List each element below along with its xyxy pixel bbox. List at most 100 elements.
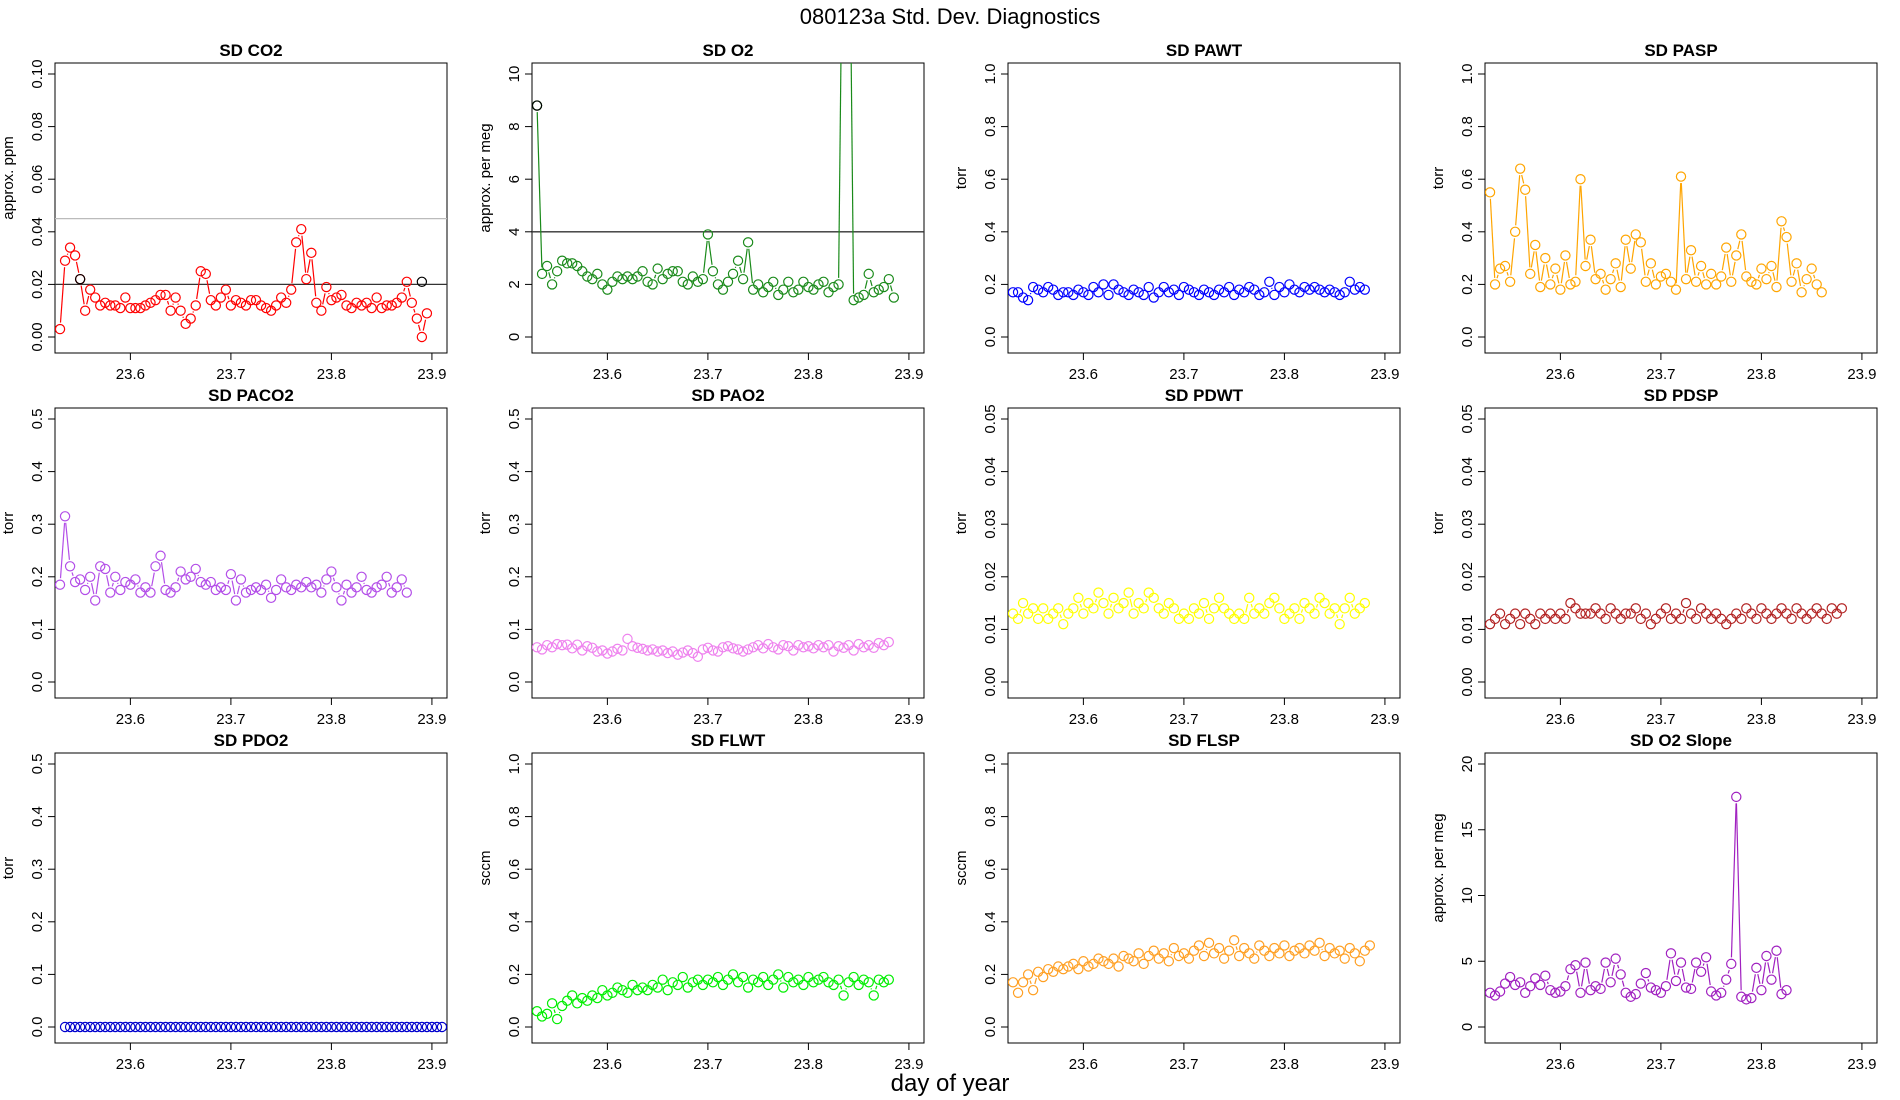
data-point bbox=[592, 268, 603, 280]
data-point bbox=[1610, 953, 1621, 964]
y-label-sd-pdsp: torr bbox=[1430, 512, 1447, 535]
data-point bbox=[687, 271, 699, 282]
y-tick-label-sd-pasp: 0.0 bbox=[1459, 327, 1476, 348]
data-point bbox=[84, 284, 96, 295]
data-point bbox=[672, 979, 683, 991]
data-point bbox=[115, 1021, 126, 1033]
series-segment bbox=[1565, 261, 1570, 279]
data-point bbox=[316, 587, 327, 598]
series-segment bbox=[1706, 963, 1711, 986]
data-point bbox=[366, 1021, 377, 1033]
data-point bbox=[1163, 956, 1175, 967]
x-tick-label-sd-pdwt: 23.6 bbox=[1069, 711, 1098, 728]
data-point bbox=[1274, 948, 1285, 959]
data-point bbox=[1153, 953, 1164, 964]
x-tick-label-sd-o2: 23.8 bbox=[794, 366, 823, 383]
plot-title-sd-o2: SD O2 bbox=[702, 41, 753, 60]
data-point bbox=[1811, 603, 1822, 614]
series-segment bbox=[166, 300, 170, 305]
series-sd-pao2 bbox=[532, 633, 895, 662]
data-point bbox=[1726, 276, 1737, 287]
data-point bbox=[1032, 284, 1044, 295]
data-point bbox=[1098, 956, 1109, 967]
data-point bbox=[265, 592, 277, 604]
data-point bbox=[1344, 276, 1355, 287]
data-point bbox=[235, 297, 247, 309]
data-point bbox=[1244, 281, 1255, 293]
data-point bbox=[130, 574, 141, 585]
series-segment bbox=[1535, 251, 1541, 281]
plot-title-sd-pdwt: SD PDWT bbox=[1165, 386, 1244, 405]
data-point bbox=[1314, 592, 1325, 604]
data-point bbox=[1103, 608, 1114, 619]
data-point bbox=[1022, 969, 1034, 980]
series-segment bbox=[111, 582, 114, 587]
data-point bbox=[220, 584, 232, 596]
data-point bbox=[401, 1021, 412, 1033]
series-segment bbox=[1546, 981, 1549, 985]
data-point bbox=[722, 641, 734, 652]
data-point bbox=[732, 644, 744, 655]
series-segment bbox=[59, 522, 66, 579]
data-point bbox=[1239, 613, 1250, 625]
series-sd-o2-slope bbox=[1485, 791, 1792, 1005]
y-tick-label-sd-paco2: 0.5 bbox=[29, 409, 46, 430]
data-point bbox=[1012, 613, 1024, 625]
data-point bbox=[1816, 287, 1827, 298]
x-tick-label-sd-pdsp: 23.6 bbox=[1546, 711, 1575, 728]
data-point bbox=[1560, 250, 1571, 261]
y-tick-label-sd-o2-slope: 10 bbox=[1459, 887, 1476, 904]
series-segment bbox=[1521, 174, 1525, 184]
data-point bbox=[1509, 226, 1521, 237]
data-point bbox=[250, 1021, 262, 1033]
data-point bbox=[1580, 608, 1591, 619]
data-point bbox=[1731, 250, 1742, 261]
data-point bbox=[386, 587, 397, 598]
data-point bbox=[235, 574, 247, 585]
data-point bbox=[617, 645, 628, 656]
x-tick-label-sd-pawt: 23.7 bbox=[1169, 366, 1198, 383]
x-tick-label-sd-paco2: 23.6 bbox=[116, 711, 145, 728]
data-point bbox=[1485, 987, 1496, 999]
data-point bbox=[306, 582, 317, 593]
x-tick-label-sd-pdo2: 23.8 bbox=[317, 1056, 346, 1073]
series-segment bbox=[1510, 238, 1516, 276]
data-point bbox=[1032, 966, 1044, 977]
data-point bbox=[110, 1021, 121, 1033]
series-segment bbox=[1666, 959, 1671, 980]
data-point bbox=[632, 984, 643, 996]
data-point bbox=[150, 1021, 161, 1033]
data-point bbox=[190, 563, 201, 575]
data-point bbox=[1555, 284, 1566, 295]
data-point bbox=[280, 1021, 292, 1033]
data-point bbox=[577, 266, 588, 277]
series-segment bbox=[1551, 274, 1554, 279]
data-point bbox=[1550, 613, 1561, 625]
x-tick-label-sd-pawt: 23.6 bbox=[1069, 366, 1098, 383]
data-point bbox=[301, 576, 312, 588]
plot-frame-sd-co2 bbox=[54, 62, 448, 354]
data-point bbox=[1766, 974, 1777, 985]
data-point bbox=[833, 279, 844, 290]
series-segment bbox=[1612, 269, 1615, 274]
data-point bbox=[883, 636, 895, 648]
y-tick-label-sd-pawt: 0.4 bbox=[982, 221, 999, 242]
plot-frame-sd-pdwt bbox=[1007, 407, 1401, 699]
x-tick-label-sd-paco2: 23.7 bbox=[216, 711, 245, 728]
data-point bbox=[286, 284, 297, 295]
data-point bbox=[1751, 962, 1762, 974]
data-point bbox=[853, 292, 864, 303]
data-point bbox=[115, 302, 126, 314]
series-segment bbox=[1646, 269, 1650, 276]
y-label-sd-paco2: torr bbox=[0, 512, 17, 535]
plot-frame-sd-pawt bbox=[1007, 62, 1401, 354]
data-point bbox=[64, 1021, 76, 1033]
data-point bbox=[1188, 287, 1200, 298]
data-point bbox=[1736, 991, 1747, 1002]
data-point bbox=[1138, 958, 1149, 970]
data-point bbox=[1771, 281, 1782, 293]
data-point bbox=[1575, 173, 1586, 185]
data-point bbox=[1665, 613, 1677, 625]
data-point bbox=[1274, 281, 1285, 293]
data-point bbox=[808, 643, 819, 654]
